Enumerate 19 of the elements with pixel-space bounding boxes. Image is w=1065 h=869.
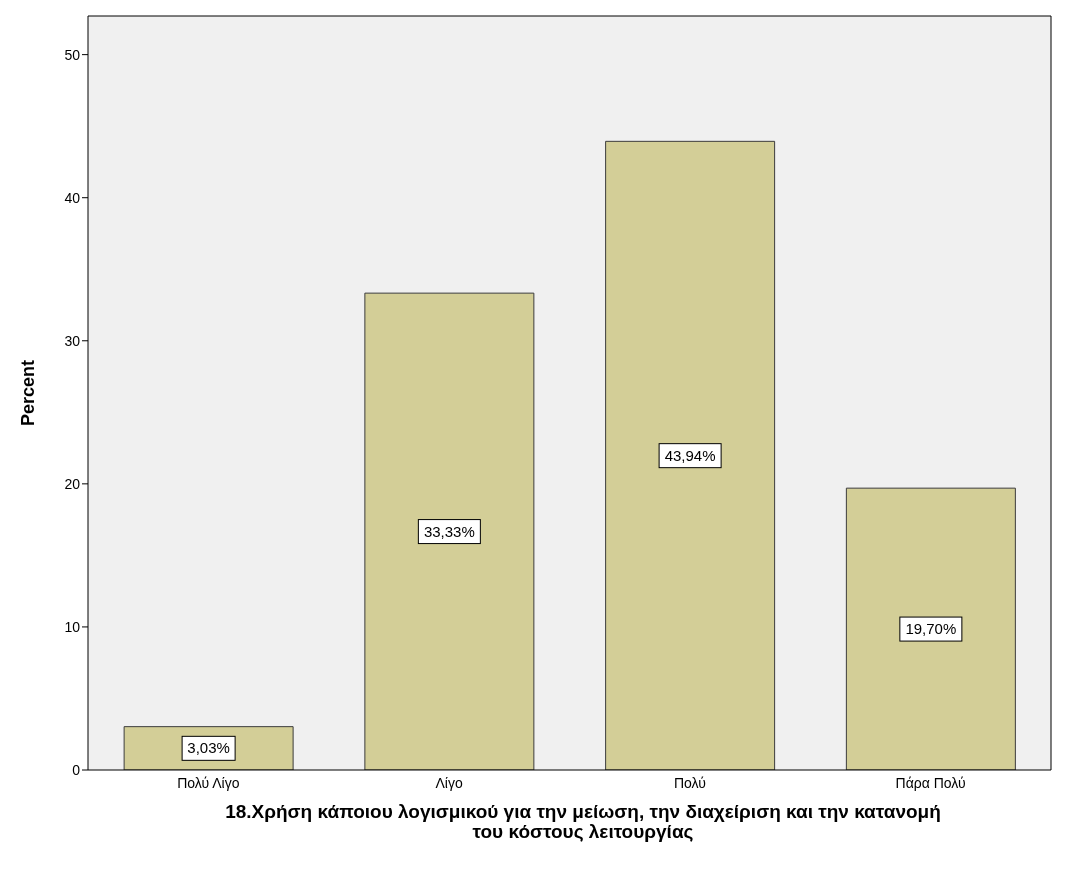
x-tick-label: Πολύ Λίγο <box>177 774 240 791</box>
y-tick-label: 20 <box>64 475 81 492</box>
bar <box>364 292 535 770</box>
y-axis-title: Percent <box>18 359 39 427</box>
x-tick-label: Πάρα Πολύ <box>895 774 966 791</box>
y-tick-label: 30 <box>64 332 81 349</box>
data-label: 43,94% <box>664 446 716 464</box>
bar <box>845 487 1016 770</box>
x-tick-label: Πολύ <box>673 774 706 791</box>
bar <box>605 140 776 770</box>
y-tick-label: 0 <box>72 761 81 778</box>
data-label: 33,33% <box>423 522 475 540</box>
x-axis-title: 18.Χρήση κάποιου λογισμικού για την μείωση, την διαχείριση και την κατανομή του κόστους λειτουργίας <box>224 801 942 842</box>
y-tick-label: 40 <box>64 189 81 206</box>
x-tick-label: Λίγο <box>435 774 463 791</box>
y-tick-label: 50 <box>64 46 81 63</box>
data-label: 3,03% <box>187 739 230 757</box>
data-label: 19,70% <box>905 620 957 638</box>
y-tick-label: 10 <box>64 618 81 635</box>
